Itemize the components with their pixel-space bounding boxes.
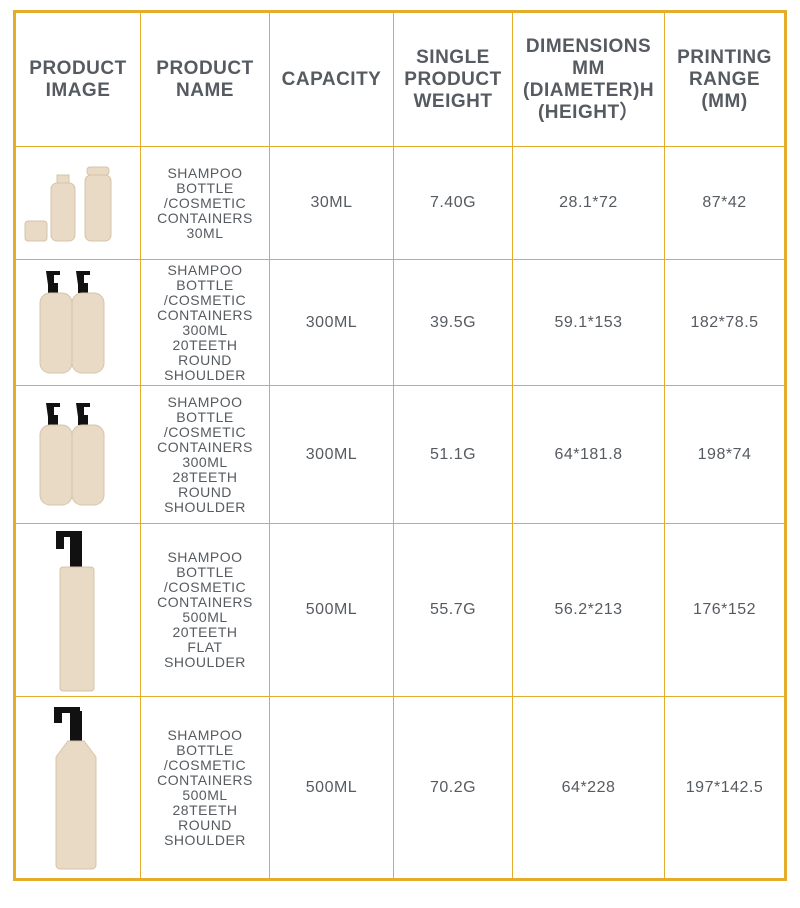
product-name: SHAMPOO BOTTLE /COSMETIC CONTAINERS 500M… [140, 696, 270, 880]
weight: 70.2G [393, 696, 513, 880]
printing-range: 87*42 [664, 146, 786, 260]
capacity: 500ML [269, 696, 394, 880]
product-image [14, 696, 141, 880]
weight: 55.7G [393, 523, 513, 697]
capacity: 30ML [269, 146, 394, 260]
dimensions: 56.2*213 [512, 523, 665, 697]
weight: 51.1G [393, 385, 513, 524]
table-row: SHAMPOO BOTTLE /COSMETIC CONTAINERS 30ML… [14, 146, 786, 260]
product-image [14, 523, 141, 697]
product-name: SHAMPOO BOTTLE /COSMETIC CONTAINERS 300M… [140, 385, 270, 524]
table-row: SHAMPOO BOTTLE /COSMETIC CONTAINERS 500M… [14, 696, 786, 880]
header-dimensions: DIMENSIONS MM (DIAMETER)H (HEIGHT） [512, 11, 665, 147]
header-row: PRODUCT IMAGE PRODUCT NAME CAPACITY SING… [14, 11, 786, 147]
product-name: SHAMPOO BOTTLE /COSMETIC CONTAINERS 30ML [140, 146, 270, 260]
product-spec-table: PRODUCT IMAGE PRODUCT NAME CAPACITY SING… [13, 10, 787, 881]
printing-range: 182*78.5 [664, 259, 786, 386]
product-name: SHAMPOO BOTTLE /COSMETIC CONTAINERS 500M… [140, 523, 270, 697]
dimensions: 64*181.8 [512, 385, 665, 524]
printing-range: 176*152 [664, 523, 786, 697]
header-capacity: CAPACITY [269, 11, 394, 147]
capacity: 300ML [269, 385, 394, 524]
weight: 39.5G [393, 259, 513, 386]
table-row: SHAMPOO BOTTLE /COSMETIC CONTAINERS 300M… [14, 259, 786, 386]
table-row: SHAMPOO BOTTLE /COSMETIC CONTAINERS 500M… [14, 523, 786, 697]
header-product-image: PRODUCT IMAGE [14, 11, 141, 147]
product-name: SHAMPOO BOTTLE /COSMETIC CONTAINERS 300M… [140, 259, 270, 386]
capacity: 300ML [269, 259, 394, 386]
header-weight: SINGLE PRODUCT WEIGHT [393, 11, 513, 147]
product-image [14, 259, 141, 386]
table-row: SHAMPOO BOTTLE /COSMETIC CONTAINERS 300M… [14, 385, 786, 524]
capacity: 500ML [269, 523, 394, 697]
weight: 7.40G [393, 146, 513, 260]
dimensions: 64*228 [512, 696, 665, 880]
printing-range: 197*142.5 [664, 696, 786, 880]
product-image [14, 146, 141, 260]
dimensions: 28.1*72 [512, 146, 665, 260]
dimensions: 59.1*153 [512, 259, 665, 386]
printing-range: 198*74 [664, 385, 786, 524]
header-printing-range: PRINTING RANGE (MM) [664, 11, 786, 147]
header-product-name: PRODUCT NAME [140, 11, 270, 147]
product-image [14, 385, 141, 524]
